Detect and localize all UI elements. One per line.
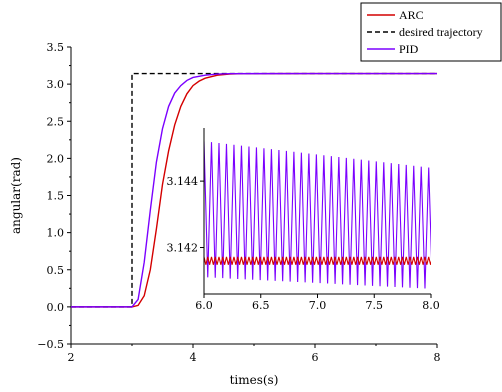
y-tick-label: 3.5	[47, 41, 65, 54]
legend-label: PID	[399, 42, 419, 56]
inset-series-arc	[204, 256, 431, 265]
inset-x-tick-label: 7.5	[366, 299, 384, 312]
series-line-desired-trajectory	[71, 72, 437, 308]
y-tick-label: 1.0	[47, 227, 65, 240]
y-tick-label: 0.5	[47, 264, 65, 277]
y-tick-label: 0.0	[47, 301, 65, 314]
y-tick-label: 1.5	[47, 190, 65, 203]
inset-y-tick-label: 3.144	[167, 175, 199, 188]
x-tick-label: 6	[312, 351, 319, 364]
inset-y-tick-label: 3.142	[167, 242, 199, 255]
inset-x-tick-label: 8.0	[422, 299, 440, 312]
inset-series-pid	[204, 141, 431, 289]
inset-x-tick-label: 6.5	[252, 299, 270, 312]
series-line-pid	[71, 72, 437, 308]
inset-x-tick-label: 6.0	[195, 299, 213, 312]
legend: ARC desired trajectory PID	[360, 2, 502, 62]
y-tick-label: −0.5	[37, 338, 64, 351]
y-tick-label: 2.0	[47, 152, 65, 165]
y-tick-label: 2.5	[47, 115, 65, 128]
y-axis-label: angular(rad)	[9, 157, 23, 234]
x-tick-label: 2	[68, 351, 75, 364]
x-axis-label: times(s)	[230, 373, 279, 387]
x-tick-label: 4	[190, 351, 197, 364]
x-tick-label: 8	[434, 351, 441, 364]
legend-label: ARC	[399, 8, 424, 22]
inset-plot: 3.142 3.144 6.0 6.5 7.0 7.5 8.0	[167, 128, 440, 312]
legend-label: desired trajectory	[399, 25, 483, 39]
y-tick-label: 3.0	[47, 78, 65, 91]
main-plot: −0.5 0.0 0.5 1.0 1.5 2.0 2.5 3.0 3.5 2 4 6 8 times(s)…	[9, 41, 441, 387]
inset-x-tick-label: 7.0	[309, 299, 327, 312]
